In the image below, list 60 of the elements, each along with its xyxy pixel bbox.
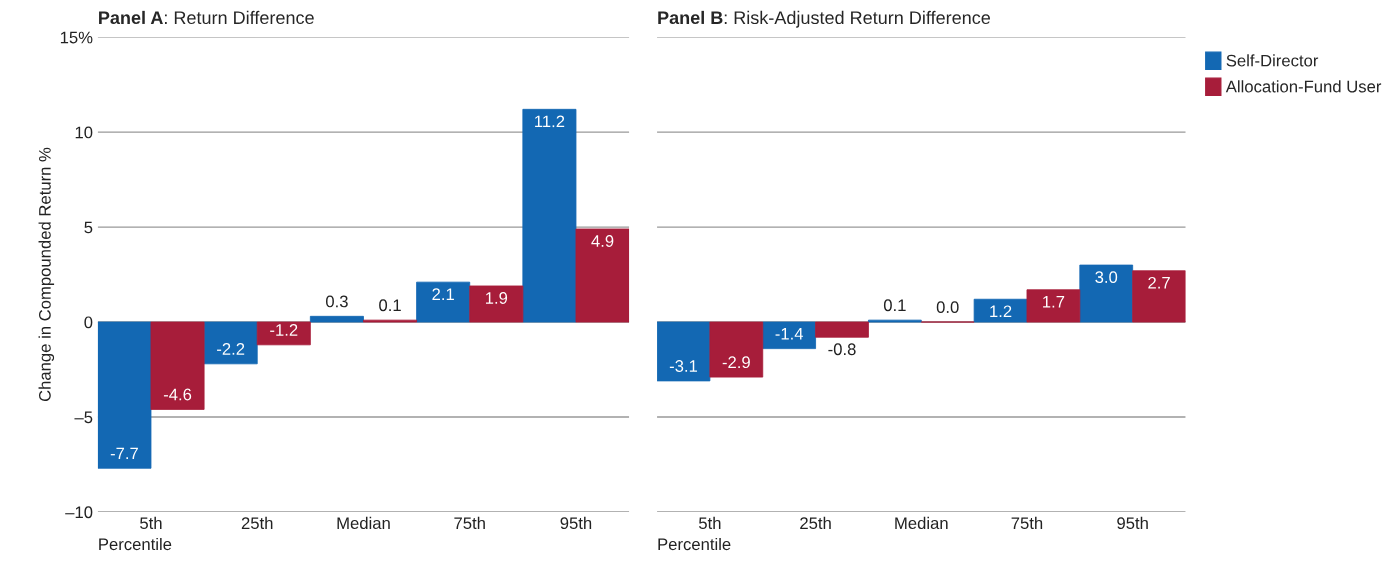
data-label: -3.1 xyxy=(669,360,698,372)
bar xyxy=(762,321,817,350)
data-label: 2.7 xyxy=(1148,276,1170,289)
x-tick-label: 95th xyxy=(560,516,592,530)
chart-title: Panel A: Return Difference xyxy=(99,10,314,25)
y-tick-label: 5 xyxy=(84,221,93,234)
data-label: 4.9 xyxy=(591,235,614,247)
bar xyxy=(1079,264,1134,323)
data-label: -1.2 xyxy=(270,324,298,336)
data-label: 0.1 xyxy=(379,299,401,312)
x-tick-label: Median xyxy=(337,516,390,530)
data-label: 0.0 xyxy=(936,301,959,314)
data-label: -2.9 xyxy=(722,356,750,369)
chart-title: Panel B: Risk-Adjusted Return Difference xyxy=(658,10,990,28)
data-label: 0.3 xyxy=(325,295,348,308)
bar xyxy=(575,228,630,323)
bar xyxy=(657,321,711,382)
bar xyxy=(256,321,311,346)
bar xyxy=(97,321,152,469)
y-axis-title: Change in Compounded Return % xyxy=(38,147,55,402)
x-tick-label: Median xyxy=(895,516,948,530)
x-tick-label: 95th xyxy=(1117,516,1148,530)
legend-label: Allocation-Fund User xyxy=(1225,80,1382,93)
bar xyxy=(309,315,364,323)
x-tick-label: 75th xyxy=(1011,516,1043,530)
bar xyxy=(203,321,258,365)
y-tick-label: 10 xyxy=(75,126,93,139)
x-tick-label: 25th xyxy=(241,516,273,530)
bar xyxy=(973,298,1028,323)
bar xyxy=(469,285,524,323)
bar xyxy=(815,321,869,338)
bar xyxy=(150,321,205,410)
y-tick-label: –10 xyxy=(65,506,93,519)
x-tick-label: 25th xyxy=(800,516,831,530)
y-tick-label: 15% xyxy=(60,31,93,44)
data-label: 3.0 xyxy=(1095,271,1118,283)
data-label: -0.8 xyxy=(828,343,856,356)
x-axis-title: Percentile xyxy=(658,537,731,551)
data-label: 1.2 xyxy=(990,305,1012,318)
data-label: 1.9 xyxy=(485,292,508,304)
data-label: 11.2 xyxy=(535,115,565,128)
data-label: -1.4 xyxy=(775,328,804,340)
x-axis-title: Percentile xyxy=(99,537,172,551)
data-label: -2.2 xyxy=(217,343,245,355)
x-tick-label: 75th xyxy=(454,516,485,530)
y-tick-label: 0 xyxy=(84,316,93,329)
bar xyxy=(522,108,577,323)
legend-label: Self-Director xyxy=(1226,54,1319,67)
bar xyxy=(1132,270,1186,323)
x-tick-label: 5th xyxy=(698,516,721,530)
bar xyxy=(709,321,764,378)
y-tick-label: –5 xyxy=(74,411,93,424)
data-label: -4.6 xyxy=(163,388,192,401)
bar xyxy=(416,281,471,323)
data-label: 0.1 xyxy=(883,299,906,312)
data-label: 1.7 xyxy=(1043,296,1065,308)
data-label: -7.7 xyxy=(110,447,138,460)
data-label: 2.1 xyxy=(432,288,454,300)
bar xyxy=(1026,289,1081,323)
x-tick-label: 5th xyxy=(140,516,162,530)
